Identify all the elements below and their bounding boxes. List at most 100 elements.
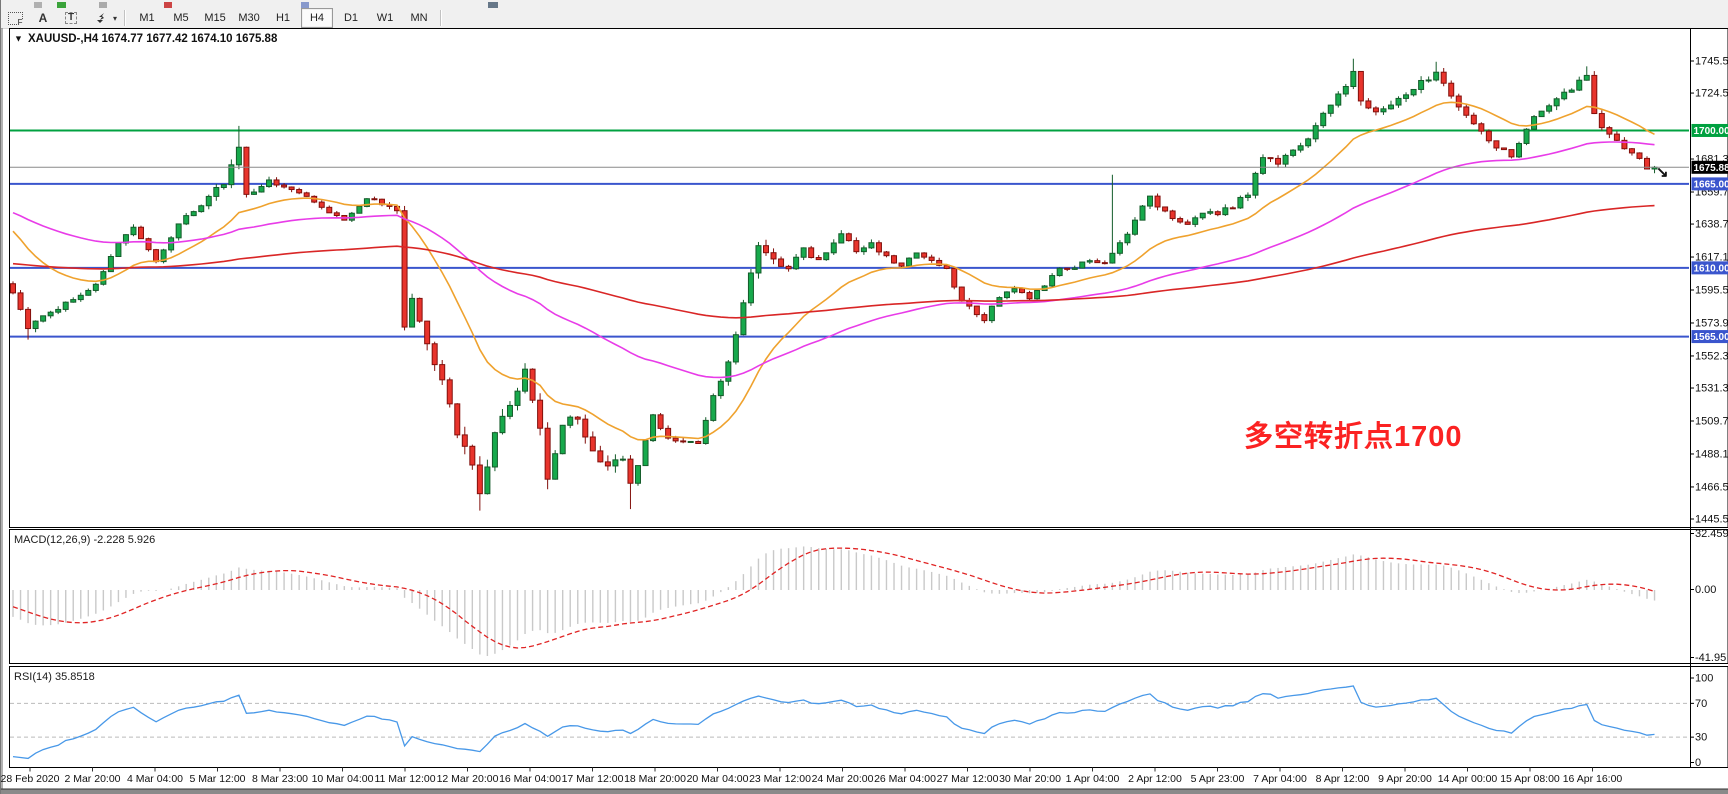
macd-scale-label: 0.00 xyxy=(1695,584,1716,596)
chart-canvas[interactable]: 1745.501724.501681.301659.701638.701617.… xyxy=(1,28,1728,794)
chart-window-tool-button[interactable]: F xyxy=(2,8,28,28)
toolbar-fragment-icon xyxy=(34,2,42,8)
date-label: 30 Mar 20:00 xyxy=(999,773,1061,785)
letter-a-icon: A xyxy=(38,11,48,25)
diagonal-arrows-icon xyxy=(94,12,104,23)
price-arrow-marker: ↘ xyxy=(1656,164,1669,181)
rsi-panel xyxy=(9,666,1728,768)
slow-ma-line xyxy=(12,204,1655,319)
date-label: 10 Mar 04:00 xyxy=(312,773,374,785)
collapse-chart-icon[interactable]: ▼ xyxy=(14,34,23,44)
price-badge: 1610.00 xyxy=(1694,263,1728,274)
timeframe-h4[interactable]: H4 xyxy=(301,8,334,28)
date-label: 26 Mar 04:00 xyxy=(874,773,936,785)
price-badge: 1675.88 xyxy=(1694,163,1728,174)
rsi-plot: 100 70 30 0 xyxy=(10,673,1713,769)
date-label: 24 Mar 20:00 xyxy=(812,773,874,785)
timeframe-w1[interactable]: W1 xyxy=(376,12,394,24)
date-label: 2 Mar 20:00 xyxy=(64,773,120,785)
toolbar-fragment-icon xyxy=(301,2,309,8)
rsi-scale-label: 70 xyxy=(1695,698,1707,710)
time-scale[interactable]: 28 Feb 2020 2 Mar 20:00 4 Mar 04:00 5 Mar 1… xyxy=(1,767,1623,786)
price-badge: 1565.00 xyxy=(1694,332,1728,343)
moving-average-lines xyxy=(12,101,1655,441)
date-label: 18 Mar 20:00 xyxy=(624,773,686,785)
price-tick-label: 1595.50 xyxy=(1695,285,1728,297)
letter-t-box-icon: T xyxy=(64,12,78,24)
timeframe-h1[interactable]: H1 xyxy=(275,12,291,24)
timeframe-d1[interactable]: D1 xyxy=(343,12,359,24)
toolbar-fragment-icon xyxy=(57,2,66,8)
bottom-scrollbar[interactable] xyxy=(1,789,1728,794)
toolbar-separator xyxy=(440,10,443,26)
chart-annotation-text: 多空转折点1700 xyxy=(1244,421,1463,453)
arrow-tools-button[interactable] xyxy=(86,8,112,28)
date-label: 23 Mar 12:00 xyxy=(749,773,811,785)
rsi-scale-label: 100 xyxy=(1695,673,1713,685)
macd-header: MACD(12,26,9) -2.228 5.926 xyxy=(14,534,155,546)
chart-toolbar: F A T ▾ M1 M5 M15 M30 H1 H4 D1 W1 MN xyxy=(1,8,1728,29)
date-label: 8 Mar 23:00 xyxy=(252,773,308,785)
date-label: 9 Apr 20:00 xyxy=(1378,773,1432,785)
date-label: 8 Apr 12:00 xyxy=(1316,773,1370,785)
date-label: 5 Mar 12:00 xyxy=(189,773,245,785)
date-label: 5 Apr 23:00 xyxy=(1191,773,1245,785)
rsi-line xyxy=(12,685,1655,760)
horizontal-level-lines xyxy=(10,129,1689,338)
dotted-grid-f-icon: F xyxy=(7,11,23,27)
date-label: 27 Mar 12:00 xyxy=(937,773,999,785)
price-tick-label: 1531.30 xyxy=(1695,383,1728,395)
rsi-scale-label: 30 xyxy=(1695,732,1707,744)
toolbar-fragment-icon xyxy=(488,2,498,8)
date-label: 16 Apr 16:00 xyxy=(1563,773,1623,785)
rsi-scale-label: 0 xyxy=(1695,757,1701,769)
medium-ma-line xyxy=(12,141,1655,379)
price-tick-label: 1745.50 xyxy=(1695,56,1728,68)
price-badge: 1665.00 xyxy=(1694,179,1728,190)
price-tick-label: 1466.50 xyxy=(1695,481,1728,493)
date-label: 17 Mar 12:00 xyxy=(562,773,624,785)
price-tick-label: 1509.70 xyxy=(1695,415,1728,427)
date-label: 11 Mar 12:00 xyxy=(374,773,435,785)
macd-scale-label: -41.95 xyxy=(1695,652,1726,664)
toolbar-fragment-icon xyxy=(99,2,107,8)
price-tick-label: 1552.30 xyxy=(1695,350,1728,362)
timeframe-button-group: M1 M5 M15 M30 H1 H4 D1 W1 MN xyxy=(130,8,436,28)
date-label: 7 Apr 04:00 xyxy=(1253,773,1307,785)
macd-plot: 32.459 0.00 -41.95 xyxy=(12,528,1728,664)
date-label: 12 Mar 20:00 xyxy=(437,773,499,785)
timeframe-mn[interactable]: MN xyxy=(410,12,428,24)
price-tick-label: 1573.90 xyxy=(1695,317,1728,329)
toolbar-separator xyxy=(124,10,127,26)
macd-scale-label: 32.459 xyxy=(1695,528,1728,540)
timeframe-m5[interactable]: M5 xyxy=(173,12,189,24)
timeframe-m30[interactable]: M30 xyxy=(238,12,260,24)
chevron-down-icon[interactable]: ▾ xyxy=(113,13,118,23)
price-tick-label: 1488.10 xyxy=(1695,448,1728,460)
date-label: 16 Mar 04:00 xyxy=(499,773,561,785)
fast-ma-line xyxy=(12,101,1655,441)
price-tick-label: 1638.70 xyxy=(1695,219,1728,231)
timeframe-m15[interactable]: M15 xyxy=(204,12,226,24)
date-label: 15 Apr 08:00 xyxy=(1500,773,1560,785)
price-tick-label: 1617.10 xyxy=(1695,252,1728,264)
price-scale[interactable]: 1745.501724.501681.301659.701638.701617.… xyxy=(1690,56,1728,526)
price-tick-label: 1445.50 xyxy=(1695,514,1728,526)
main-chart-panel xyxy=(9,28,1728,528)
macd-signal-line xyxy=(12,547,1655,649)
date-label: 4 Mar 04:00 xyxy=(127,773,183,785)
text-label-tool-button[interactable]: A xyxy=(30,8,56,28)
timeframe-m1[interactable]: M1 xyxy=(139,12,155,24)
chart-title: XAUUSD-,H4 1674.77 1677.42 1674.10 1675.… xyxy=(28,33,278,45)
candlesticks xyxy=(10,58,1658,511)
price-tick-label: 1724.50 xyxy=(1695,88,1728,100)
text-box-tool-button[interactable]: T xyxy=(58,8,84,28)
window-top-edge xyxy=(1,0,1728,8)
toolbar-fragment-icon xyxy=(164,2,172,8)
date-label: 28 Feb 2020 xyxy=(1,773,60,785)
price-badge: 1700.00 xyxy=(1694,126,1728,137)
date-label: 1 Apr 04:00 xyxy=(1066,773,1120,785)
rsi-header: RSI(14) 35.8518 xyxy=(14,671,95,683)
date-label: 20 Mar 04:00 xyxy=(687,773,749,785)
